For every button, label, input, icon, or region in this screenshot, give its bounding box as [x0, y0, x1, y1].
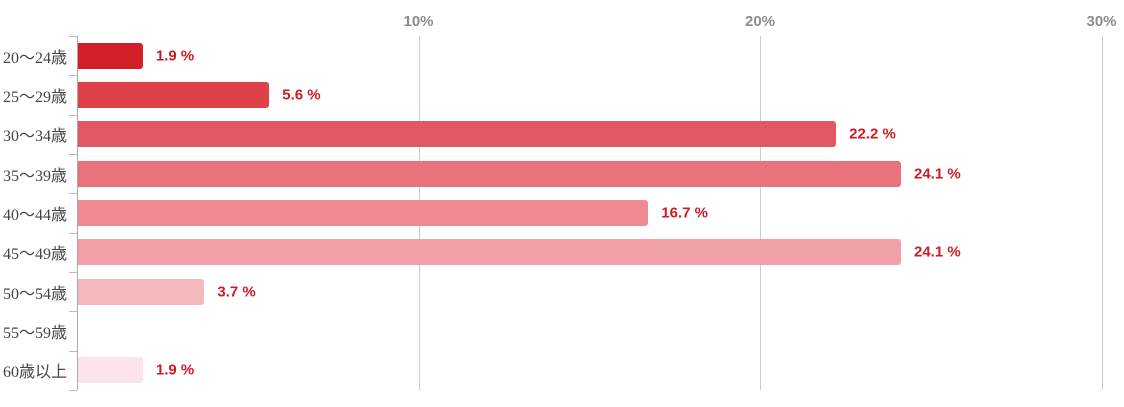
category-label: 20〜24歳 [2, 49, 67, 67]
value-label: 1.9 % [155, 47, 195, 65]
category-label: 50〜54歳 [2, 285, 67, 303]
y-axis-tick [69, 350, 77, 352]
bar [78, 121, 837, 148]
value-label: 5.6 % [282, 86, 321, 104]
bar [78, 278, 205, 305]
category-label: 30〜34歳 [2, 128, 67, 146]
x-gridline [760, 36, 761, 390]
x-gridline [1101, 36, 1103, 390]
y-axis-tick [69, 114, 77, 116]
y-axis-tick [69, 75, 77, 77]
value-label: 24.1 % [914, 165, 961, 183]
category-label: 35〜39歳 [2, 167, 67, 185]
y-axis-tick [69, 36, 77, 37]
y-axis-tick [69, 232, 77, 234]
bar [78, 239, 901, 266]
y-axis-tick [69, 193, 77, 195]
category-label: 45〜49歳 [2, 246, 67, 264]
bar [78, 200, 649, 226]
x-axis-tick-label: 10% [403, 13, 434, 30]
x-axis-tick-label: 20% [744, 13, 776, 30]
bar [78, 160, 901, 187]
bar [78, 357, 143, 384]
y-axis-tick [69, 390, 77, 391]
category-label: 60歳以上 [2, 364, 67, 382]
category-label: 55〜59歳 [2, 325, 67, 342]
value-label: 22.2 % [849, 125, 896, 143]
y-axis-tick [69, 154, 77, 155]
y-axis-tick [69, 311, 77, 313]
y-axis-line [77, 36, 78, 390]
category-label: 25〜29歳 [2, 89, 67, 106]
bar [78, 42, 143, 69]
category-label: 40〜44歳 [2, 207, 67, 224]
y-axis-tick [69, 272, 77, 273]
value-label: 1.9 % [155, 361, 195, 379]
bar [78, 82, 270, 108]
value-label: 24.1 % [914, 243, 961, 261]
value-label: 16.7 % [661, 204, 708, 222]
value-label: 3.7 % [217, 283, 256, 301]
x-axis-tick-label: 30% [1086, 13, 1117, 30]
